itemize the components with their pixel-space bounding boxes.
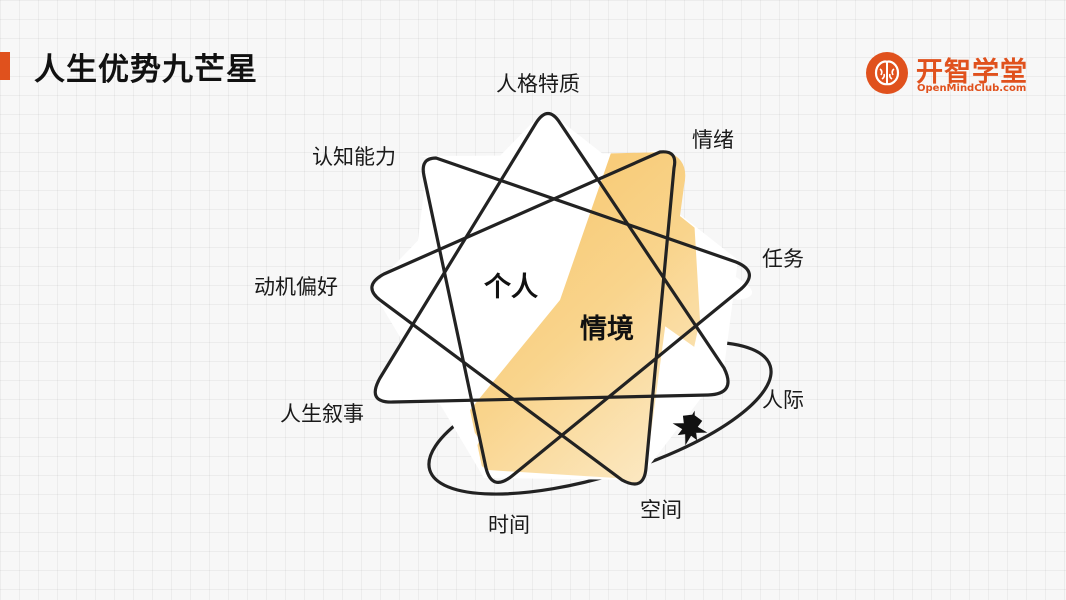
triangle-left xyxy=(370,150,677,486)
label-time: 时间 xyxy=(488,513,530,537)
logo-url: OpenMindClub.com xyxy=(917,83,1027,94)
label-space: 空间 xyxy=(640,498,682,522)
title-accent-bar xyxy=(0,52,10,80)
triangle-right xyxy=(421,156,751,484)
label-cognition: 认知能力 xyxy=(312,145,396,169)
sparkle-icon xyxy=(672,410,708,446)
logo-name: 开智学堂 xyxy=(916,57,1028,88)
logo: 开智学堂 OpenMindClub.com xyxy=(864,50,1044,98)
label-emotion: 情绪 xyxy=(692,128,734,152)
label-motivation: 动机偏好 xyxy=(254,275,338,299)
page-title: 人生优势九芒星 xyxy=(34,52,258,88)
label-task: 任务 xyxy=(762,247,804,271)
center-label-situation: 情境 xyxy=(580,314,634,345)
label-life-narrative: 人生叙事 xyxy=(280,402,364,426)
brain-icon xyxy=(866,52,908,94)
label-interpersonal: 人际 xyxy=(762,388,804,412)
triangle-upward xyxy=(373,111,730,404)
label-personality: 人格特质 xyxy=(496,72,580,96)
center-label-individual: 个人 xyxy=(484,272,538,303)
situation-highlight xyxy=(470,150,700,484)
